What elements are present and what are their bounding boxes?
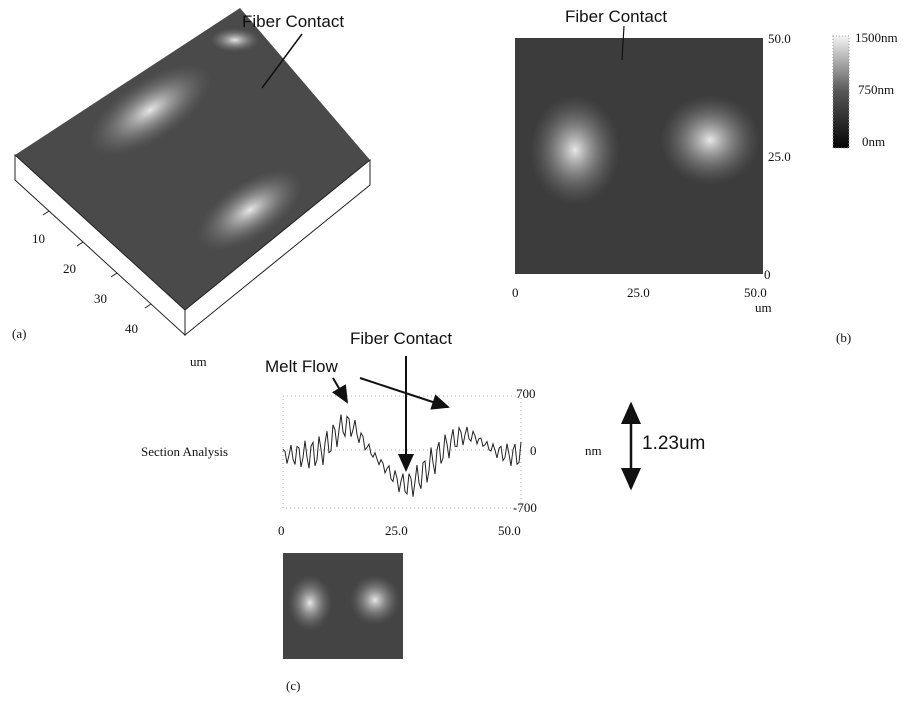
colorbar-label: 1500nm bbox=[855, 30, 898, 45]
figure: Fiber Contact 10 20 30 40 um (a) Fiber Cont… bbox=[0, 0, 912, 714]
tick-label: 0 bbox=[764, 267, 771, 282]
tick-label: -700 bbox=[513, 500, 537, 515]
tick-label: 30 bbox=[94, 291, 107, 306]
tick-label: 50.0 bbox=[498, 523, 521, 538]
tick-label: 700 bbox=[516, 386, 536, 401]
tick-label: 0 bbox=[530, 443, 537, 458]
tick-label: 50.0 bbox=[744, 285, 767, 300]
thumbnail-feature bbox=[288, 575, 332, 631]
tick-label: 0 bbox=[512, 285, 519, 300]
axis-unit: um bbox=[190, 354, 207, 369]
profile-line bbox=[283, 415, 521, 497]
panel-label: (b) bbox=[836, 330, 851, 345]
surface-3d bbox=[15, 8, 370, 335]
arrow bbox=[360, 378, 448, 407]
section-title: Section Analysis bbox=[141, 444, 228, 459]
image-feature bbox=[660, 95, 760, 185]
unit-label: nm bbox=[585, 443, 602, 458]
annotation: Fiber Contact bbox=[242, 12, 344, 31]
tick-label: 25.0 bbox=[385, 523, 408, 538]
colorbar bbox=[833, 36, 849, 148]
height-label: 1.23um bbox=[642, 433, 705, 454]
tick bbox=[111, 273, 117, 277]
tick-label: 0 bbox=[278, 523, 285, 538]
tick bbox=[145, 304, 151, 308]
thumbnail-feature bbox=[350, 575, 400, 625]
tick-label: 20 bbox=[63, 261, 76, 276]
colorbar-label: 750nm bbox=[858, 82, 894, 97]
panel-label: (a) bbox=[12, 326, 26, 341]
axis-unit: um bbox=[755, 300, 772, 315]
tick bbox=[43, 211, 49, 215]
annotation: Fiber Contact bbox=[350, 329, 452, 348]
colorbar-label: 0nm bbox=[862, 134, 885, 149]
tick bbox=[77, 242, 83, 246]
annotation: Melt Flow bbox=[265, 357, 338, 376]
tick-label: 10 bbox=[32, 231, 45, 246]
plot-frame bbox=[283, 396, 521, 508]
annotation: Fiber Contact bbox=[565, 7, 667, 26]
panel-label: (c) bbox=[286, 678, 300, 693]
tick-label: 25.0 bbox=[768, 149, 791, 164]
tick-label: 40 bbox=[125, 321, 138, 336]
tick-label: 50.0 bbox=[768, 31, 791, 46]
surface-feature bbox=[210, 28, 260, 52]
arrow bbox=[333, 378, 347, 402]
tick-label: 25.0 bbox=[627, 285, 650, 300]
figure-canvas: Fiber Contact 10 20 30 40 um (a) Fiber Cont… bbox=[0, 0, 912, 714]
image-feature bbox=[530, 95, 620, 205]
